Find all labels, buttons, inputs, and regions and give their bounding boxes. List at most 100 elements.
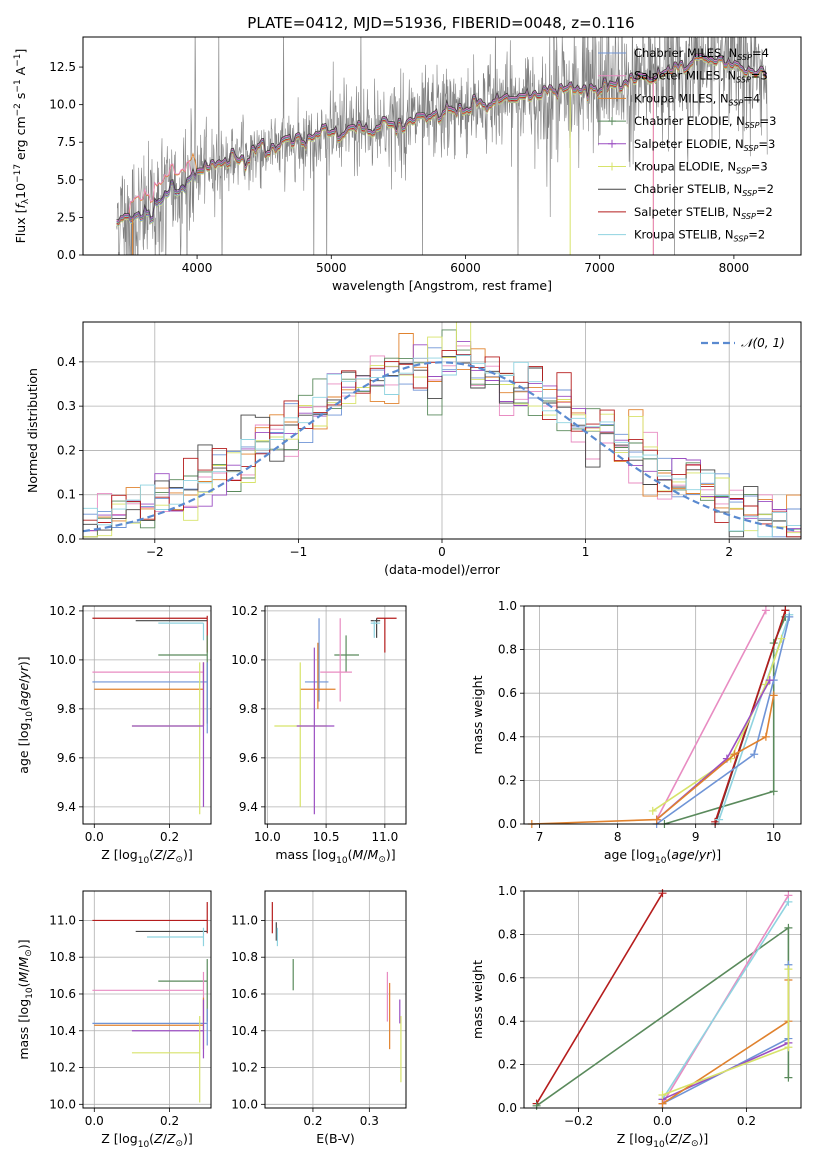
x-tick-label: 1 [582, 545, 590, 559]
weight-point [784, 1043, 793, 1052]
spectrum-plot-area [116, 37, 768, 255]
x-axis-label: age [log10(age/yr)] [604, 847, 721, 866]
y-tick-label: 0.2 [57, 443, 76, 457]
x-tick-label: 8000 [719, 261, 750, 275]
y-tick-label: 0.3 [57, 399, 76, 413]
x-tick-label: 10.0 [254, 830, 281, 844]
axes-frame [82, 890, 212, 1109]
weight-vs-Z-panel: −0.2 0.0 0.2 0.0 0.2 0.4 0.6 0.8 1.0 Z [log10(Z/Z… [470, 884, 802, 1150]
x-tick-label: 8 [614, 830, 622, 844]
axes-frame [82, 36, 802, 256]
y-tick-label: 0.4 [57, 355, 76, 369]
y-tick-label: 10.0 [231, 1097, 258, 1111]
x-axis-label: Z [log10(Z/Z⊙)] [617, 1131, 709, 1150]
y-axis-label: mass weight [470, 675, 485, 754]
weight-point [715, 815, 724, 824]
x-axis-label: wavelength [Angstrom, rest frame] [332, 278, 552, 293]
y-tick-label: 0.0 [498, 817, 517, 831]
weight-line-kroupa-elodie [662, 969, 790, 1096]
axes-frame [264, 605, 407, 825]
y-tick-label: 0.8 [498, 643, 517, 657]
weight-point [648, 806, 657, 815]
y-tick-label: 0.6 [498, 971, 517, 985]
mass-vs-Z-panel: 0.0 0.2 10.0 10.2 10.4 10.6 10.8 11.0 Z [log10(Z… [16, 890, 212, 1150]
weight-point [658, 889, 667, 898]
y-tick-label: 10.8 [231, 950, 258, 964]
x-tick-label: 6000 [450, 261, 481, 275]
y-tick-label: 0.2 [498, 1058, 517, 1072]
weight-point [711, 817, 720, 826]
weight-point [769, 691, 778, 700]
weight-line-kroupa-elodie [652, 638, 783, 812]
mass-vs-EBV-panel: 0.2 0.3 10.0 10.2 10.4 10.6 10.8 11.0 E(B-V) [231, 890, 407, 1146]
weight-point [784, 965, 793, 974]
axes-frame [264, 890, 407, 1109]
spectrum-panel: 4000 5000 6000 7000 8000 0.0 2.5 5.0 7.5 10.0 12.5… [13, 36, 802, 293]
x-tick-label: 11.0 [371, 830, 398, 844]
y-tick-label: 0.0 [498, 1101, 517, 1115]
legend-entry: Salpeter MILES, NSSP=3 [634, 69, 768, 85]
model-chabrier-stelib [116, 52, 768, 221]
x-tick-label: 0.0 [85, 1114, 104, 1128]
legend-marker [608, 162, 616, 171]
x-tick-label: 7 [536, 830, 544, 844]
y-tick-label: 9.6 [57, 751, 76, 765]
x-tick-label: −1 [290, 545, 308, 559]
y-tick-label: 10.0 [49, 653, 76, 667]
spectrum-legend: Chabrier MILES, NSSP=4 Salpeter MILES, NS… [598, 46, 776, 244]
weight-point [730, 750, 739, 759]
y-tick-label: 10.2 [49, 604, 76, 618]
x-tick-label: 9 [692, 830, 700, 844]
x-tick-label: 0.2 [303, 1114, 322, 1128]
weight-vs-age-plot-area [527, 606, 794, 828]
y-axis-label: Normed distribution [25, 368, 40, 493]
x-tick-label: 0 [438, 545, 446, 559]
y-tick-label: 9.4 [239, 800, 258, 814]
y-tick-label: 10.2 [231, 604, 258, 618]
x-axis-label: Z [log10(Z/Z⊙)] [101, 1131, 193, 1150]
age-vs-Z-panel: 0.0 0.2 9.4 9.6 9.8 10.0 10.2 Z [log10(Z/Z⊙)] ag… [16, 604, 212, 866]
weight-point [785, 612, 794, 621]
normal-curve [83, 361, 799, 533]
y-tick-label: 10.4 [231, 1024, 258, 1038]
x-tick-label: 10 [766, 830, 781, 844]
y-tick-label: 1.0 [498, 599, 517, 613]
y-tick-label: 10.4 [49, 1024, 76, 1038]
x-tick-label: 7000 [584, 261, 615, 275]
weight-line-kroupa-stelib [661, 901, 790, 1100]
x-tick-label: 4000 [182, 261, 213, 275]
weight-point [781, 606, 790, 615]
y-tick-label: 10.2 [231, 1061, 258, 1075]
y-tick-label: 10.8 [49, 950, 76, 964]
weight-point [784, 923, 793, 932]
legend-entry: Salpeter STELIB, NSSP=2 [634, 205, 773, 221]
y-tick-label: 0.4 [498, 730, 517, 744]
histogram-salpeter-stelib [83, 349, 801, 538]
x-axis-label: mass [log10(M/M⊙)] [275, 847, 395, 866]
x-tick-label: 0.3 [360, 1114, 379, 1128]
y-axis-label: Flux [fλ10−17 erg cm−2 s−1 A−1] [13, 49, 31, 244]
mass-vs-Z-plot-area [92, 902, 208, 1103]
weight-vs-age-panel: 7 8 9 10 0.0 0.2 0.4 0.6 0.8 1.0 age [log10(age/yr… [470, 599, 802, 866]
x-tick-label: 0.2 [160, 1114, 179, 1128]
x-tick-label: 0.2 [160, 830, 179, 844]
x-axis-label: E(B-V) [316, 1131, 355, 1146]
histogram-chabrier-stelib [83, 356, 801, 538]
axes-frame [82, 605, 212, 825]
legend-entry: 𝒩(0, 1) [741, 336, 785, 350]
legend-entry: Kroupa ELODIE, NSSP=3 [634, 160, 768, 176]
y-axis-label: mass weight [470, 960, 485, 1039]
weight-point [777, 634, 786, 643]
weight-point [658, 1090, 667, 1099]
y-tick-label: 11.0 [231, 913, 258, 927]
y-tick-label: 9.4 [57, 800, 76, 814]
y-tick-label: 10.2 [49, 1061, 76, 1075]
weight-line-salpeter-stelib [535, 892, 664, 1105]
y-tick-label: 0.0 [57, 532, 76, 546]
weight-point [652, 815, 661, 824]
y-tick-label: 11.0 [49, 913, 76, 927]
y-axis-label: age [log10(age/yr)] [16, 656, 35, 773]
residuals-panel: −2 −1 0 1 2 0.0 0.1 0.2 0.3 0.4 (data-model)/error… [25, 321, 802, 577]
axes-frame [523, 605, 802, 825]
x-tick-label: 0.2 [737, 1114, 756, 1128]
